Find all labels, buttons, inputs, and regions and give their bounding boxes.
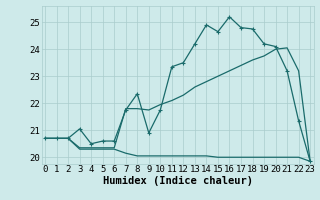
X-axis label: Humidex (Indice chaleur): Humidex (Indice chaleur): [103, 176, 252, 186]
